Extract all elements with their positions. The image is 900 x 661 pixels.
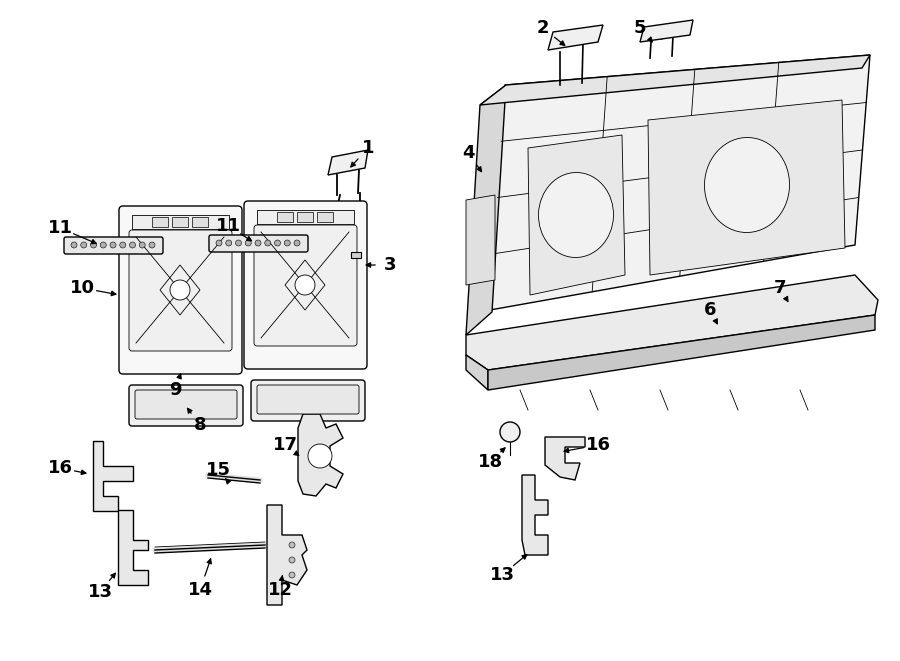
Text: 18: 18 [477, 453, 502, 471]
Text: 8: 8 [194, 416, 206, 434]
Circle shape [500, 422, 520, 442]
Polygon shape [488, 315, 875, 390]
FancyBboxPatch shape [244, 201, 367, 369]
Polygon shape [648, 100, 845, 275]
Circle shape [265, 240, 271, 246]
Ellipse shape [538, 173, 614, 258]
Text: 1: 1 [362, 139, 374, 157]
Polygon shape [548, 25, 603, 50]
Polygon shape [480, 55, 870, 105]
FancyBboxPatch shape [257, 385, 359, 414]
Polygon shape [640, 20, 693, 42]
Bar [317, 212, 333, 222]
FancyBboxPatch shape [254, 225, 357, 346]
Polygon shape [466, 355, 488, 390]
Polygon shape [522, 475, 548, 555]
Bar [351, 252, 361, 258]
Circle shape [91, 242, 96, 248]
Polygon shape [466, 195, 495, 285]
Polygon shape [466, 275, 878, 370]
Text: 3: 3 [383, 256, 396, 274]
Circle shape [284, 240, 290, 246]
FancyBboxPatch shape [129, 230, 232, 351]
Circle shape [71, 242, 77, 248]
Circle shape [255, 240, 261, 246]
Polygon shape [528, 135, 625, 295]
Circle shape [289, 542, 295, 548]
Circle shape [294, 240, 300, 246]
Text: 14: 14 [187, 581, 212, 599]
Circle shape [216, 240, 222, 246]
Bar [257, 210, 354, 224]
Ellipse shape [705, 137, 789, 233]
Circle shape [81, 242, 86, 248]
Circle shape [140, 242, 145, 248]
Text: 16: 16 [48, 459, 73, 477]
Text: 16: 16 [586, 436, 610, 454]
Circle shape [236, 240, 241, 246]
Polygon shape [267, 505, 307, 605]
Text: 12: 12 [267, 581, 293, 599]
Text: 17: 17 [273, 436, 298, 454]
Circle shape [170, 280, 190, 300]
FancyBboxPatch shape [251, 380, 365, 421]
Text: 13: 13 [87, 583, 112, 601]
Polygon shape [298, 414, 343, 496]
Circle shape [289, 557, 295, 563]
Circle shape [149, 242, 155, 248]
Polygon shape [118, 510, 148, 585]
Text: 2: 2 [536, 19, 549, 37]
FancyBboxPatch shape [119, 206, 242, 374]
FancyBboxPatch shape [64, 237, 163, 254]
Circle shape [100, 242, 106, 248]
Circle shape [289, 572, 295, 578]
FancyBboxPatch shape [129, 385, 243, 426]
Bar [132, 215, 229, 229]
Text: 9: 9 [169, 381, 181, 399]
Bar [297, 212, 313, 222]
Text: 6: 6 [704, 301, 716, 319]
Circle shape [110, 242, 116, 248]
Text: 5: 5 [634, 19, 646, 37]
Text: 11: 11 [215, 217, 240, 235]
Text: 7: 7 [774, 279, 787, 297]
Polygon shape [490, 55, 870, 310]
Circle shape [245, 240, 251, 246]
Text: 13: 13 [490, 566, 515, 584]
Bar [152, 217, 168, 227]
Polygon shape [545, 437, 585, 480]
Polygon shape [328, 150, 368, 175]
Bar [192, 217, 208, 227]
Bar [277, 212, 293, 222]
Text: 10: 10 [69, 279, 94, 297]
Bar [172, 217, 188, 227]
Text: 15: 15 [205, 461, 230, 479]
Circle shape [120, 242, 126, 248]
FancyBboxPatch shape [135, 390, 237, 419]
Circle shape [274, 240, 281, 246]
Circle shape [295, 275, 315, 295]
Polygon shape [93, 441, 133, 511]
Circle shape [308, 444, 332, 468]
Circle shape [130, 242, 136, 248]
Text: 4: 4 [462, 144, 474, 162]
FancyBboxPatch shape [209, 235, 308, 252]
Circle shape [226, 240, 232, 246]
Polygon shape [466, 85, 506, 335]
Text: 11: 11 [48, 219, 73, 237]
